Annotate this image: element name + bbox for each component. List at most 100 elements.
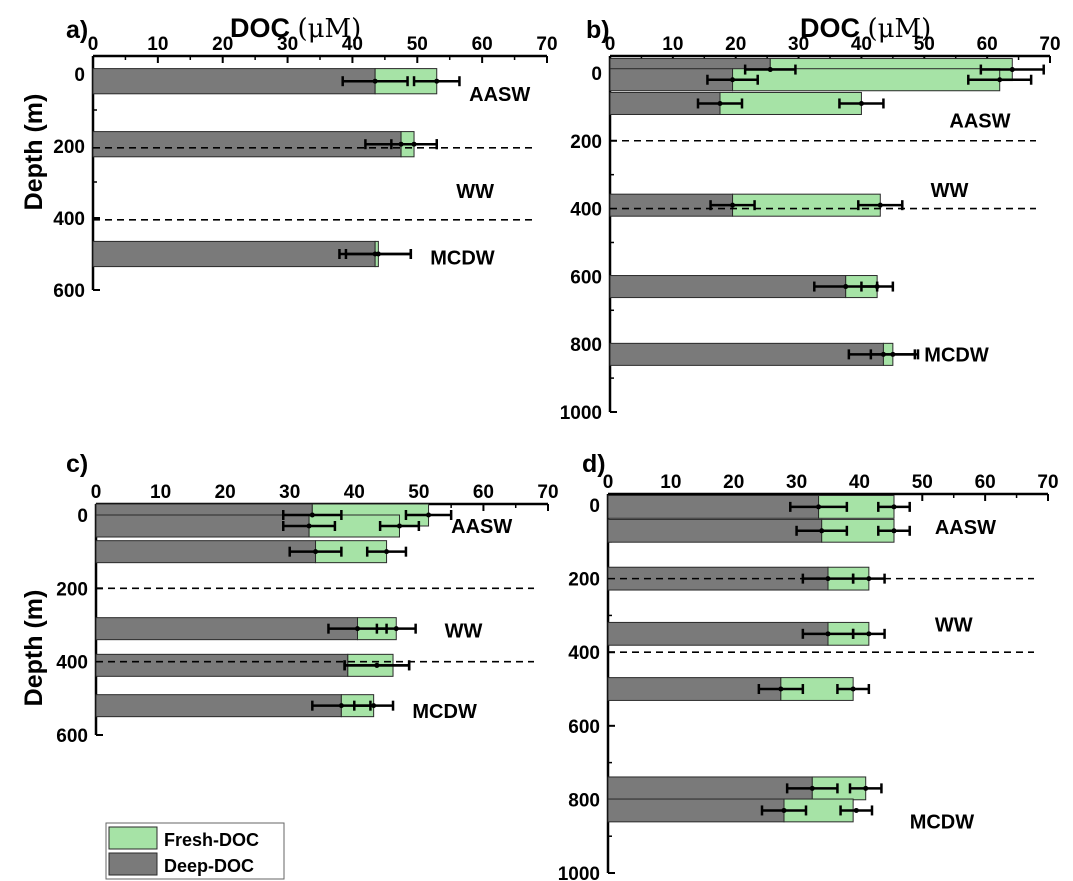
panel-c-x-tick-label: 20 [215,482,236,503]
panel-b-error-point-total [858,100,864,106]
panel-b-error-point-total [1009,67,1015,73]
panel-d-error-point-deep [825,631,831,637]
panel-d-error-point-deep [816,504,822,510]
panel-a-x-tick-label: 20 [212,34,233,55]
panel-c-x-tick-label: 50 [408,482,429,503]
panel-b-y-tick-label: 600 [570,267,602,288]
panel-a-x-tick-label: 30 [277,34,298,55]
x-axis-title-a: DOC (μM) [230,13,361,44]
panel-b-error-point-deep [843,284,849,290]
panel-a-annotation-ww: WW [456,181,494,203]
panel-d-annotation-aasw: AASW [935,517,996,539]
panel-c-y-tick-label: 200 [56,579,88,600]
panel-d-x-tick-label: 10 [660,472,681,493]
panel-c-x-tick-label: 60 [473,482,494,503]
panel-b-x-tick-label: 40 [851,34,872,55]
panel-a-x-tick-label: 10 [147,34,168,55]
panel-a-x-tick-label: 70 [536,34,557,55]
panel-d-x-tick-label: 60 [975,472,996,493]
panel-d-error-point-deep [809,785,815,791]
panel-b-annotation-ww: WW [931,180,969,202]
panel-c-error-point-total [371,703,377,709]
panel-d-error-point-deep [778,686,784,692]
panel-d-error-point-total [866,631,872,637]
panel-b-x-tick-label: 50 [914,34,935,55]
panel-b-y-tick-label: 800 [570,335,602,356]
panel-c-annotation-aasw: AASW [451,516,512,538]
panel-b-x-tick-label: 70 [1039,34,1060,55]
panel-b-x-tick-label: 20 [725,34,746,55]
panel-d-y-tick-label: 1000 [558,864,600,881]
legend-swatch-fresh [108,826,158,850]
panel-c-label: c) [66,450,88,478]
panel-d-y-tick-label: 600 [568,717,600,738]
panel-c-error-point-deep [338,703,344,709]
panel-d-error-point-deep [819,528,825,534]
panel-c-bar-deep [95,653,349,677]
panel-d-bar-deep [607,677,782,701]
panel-b-error-point-deep [717,100,723,106]
legend-swatch-deep [108,852,158,876]
panel-d-x-tick-label: 40 [849,472,870,493]
panel-d: d)0 10 20 30 40 50 60 7002004006008001000AASWWW… [558,450,1059,881]
panel-d-error-point-total [853,807,859,813]
panel-a-bar-deep [92,240,376,268]
panel-c-error-point-deep [309,512,315,518]
panel-a-annotation-aasw: AASW [469,84,530,106]
panel-b-error-point-deep [767,67,773,73]
panel-d-error-point-total [863,785,869,791]
panel-c-error-point-total [374,662,380,668]
panel-c-y-tick-label: 400 [56,653,88,674]
panel-a-error-point-total [411,141,417,147]
panel-a-y-tick-label: 400 [53,209,85,230]
panel-d-annotation-ww: WW [935,615,973,637]
panel-a-y-tick-label: 200 [53,137,85,158]
panel-d-bar-deep [607,776,813,801]
panel-c-bar-deep [95,617,359,641]
panel-b-x-tick-label: 10 [662,34,683,55]
panel-a-annotation-mcdw: MCDW [430,248,495,270]
panel-d-error-point-deep [781,807,787,813]
panel-a-label: a) [66,16,88,44]
legend-label-deep: Deep-DOC [164,856,254,876]
panel-b-error-point-deep [730,77,736,83]
panel-c-error-point-deep [306,523,312,529]
panel-c-error-point-total [396,523,402,529]
panel-b-error-point-total [877,202,883,208]
panel-b-error-point-total [997,77,1003,83]
panel-b-y-tick-label: 200 [570,132,602,153]
panel-b-bar-fresh [732,68,1001,92]
panel-c-error-point-total [384,549,390,555]
panel-c-error-point-deep [355,626,361,632]
y-axis-title-a: Depth (m) [20,94,48,211]
panel-d-error-point-total [866,576,872,582]
panel-c-x-tick-label: 40 [344,482,365,503]
panel-c-annotation-mcdw: MCDW [412,701,477,723]
panel-b-error-point-total [874,284,880,290]
panel-d-y-tick-label: 0 [589,496,600,517]
panel-b-label: b) [586,16,610,44]
panel-d-y-tick-label: 200 [568,570,600,591]
panel-a-error-point-total [375,251,381,257]
panel-b-x-tick-label: 30 [788,34,809,55]
panel-a-x-tick-label: 0 [88,34,99,55]
panel-d-label: d) [582,450,606,478]
panel-b: b)0 10 20 30 40 50 60 7002004006008001000AASWWW… [560,16,1061,424]
panel-a-x-tick-label: 40 [342,34,363,55]
panel-d-bar-deep [607,518,823,543]
panel-d-bar-deep [607,494,820,519]
x-axis-title-b: DOC (μM) [800,13,931,44]
legend: Fresh-DOC Deep-DOC [105,822,285,880]
panel-d-bar-deep [607,621,829,646]
panel-c-x-tick-label: 70 [537,482,558,503]
panel-c-bar-deep [95,694,342,718]
panel-c-bar-deep [95,514,310,538]
panel-d-error-point-total [891,528,897,534]
panel-b-bar-deep [609,275,847,299]
panel-a-error-point-total [434,78,440,84]
panel-d-error-point-total [850,686,856,692]
panel-b-y-tick-label: 0 [591,64,602,85]
